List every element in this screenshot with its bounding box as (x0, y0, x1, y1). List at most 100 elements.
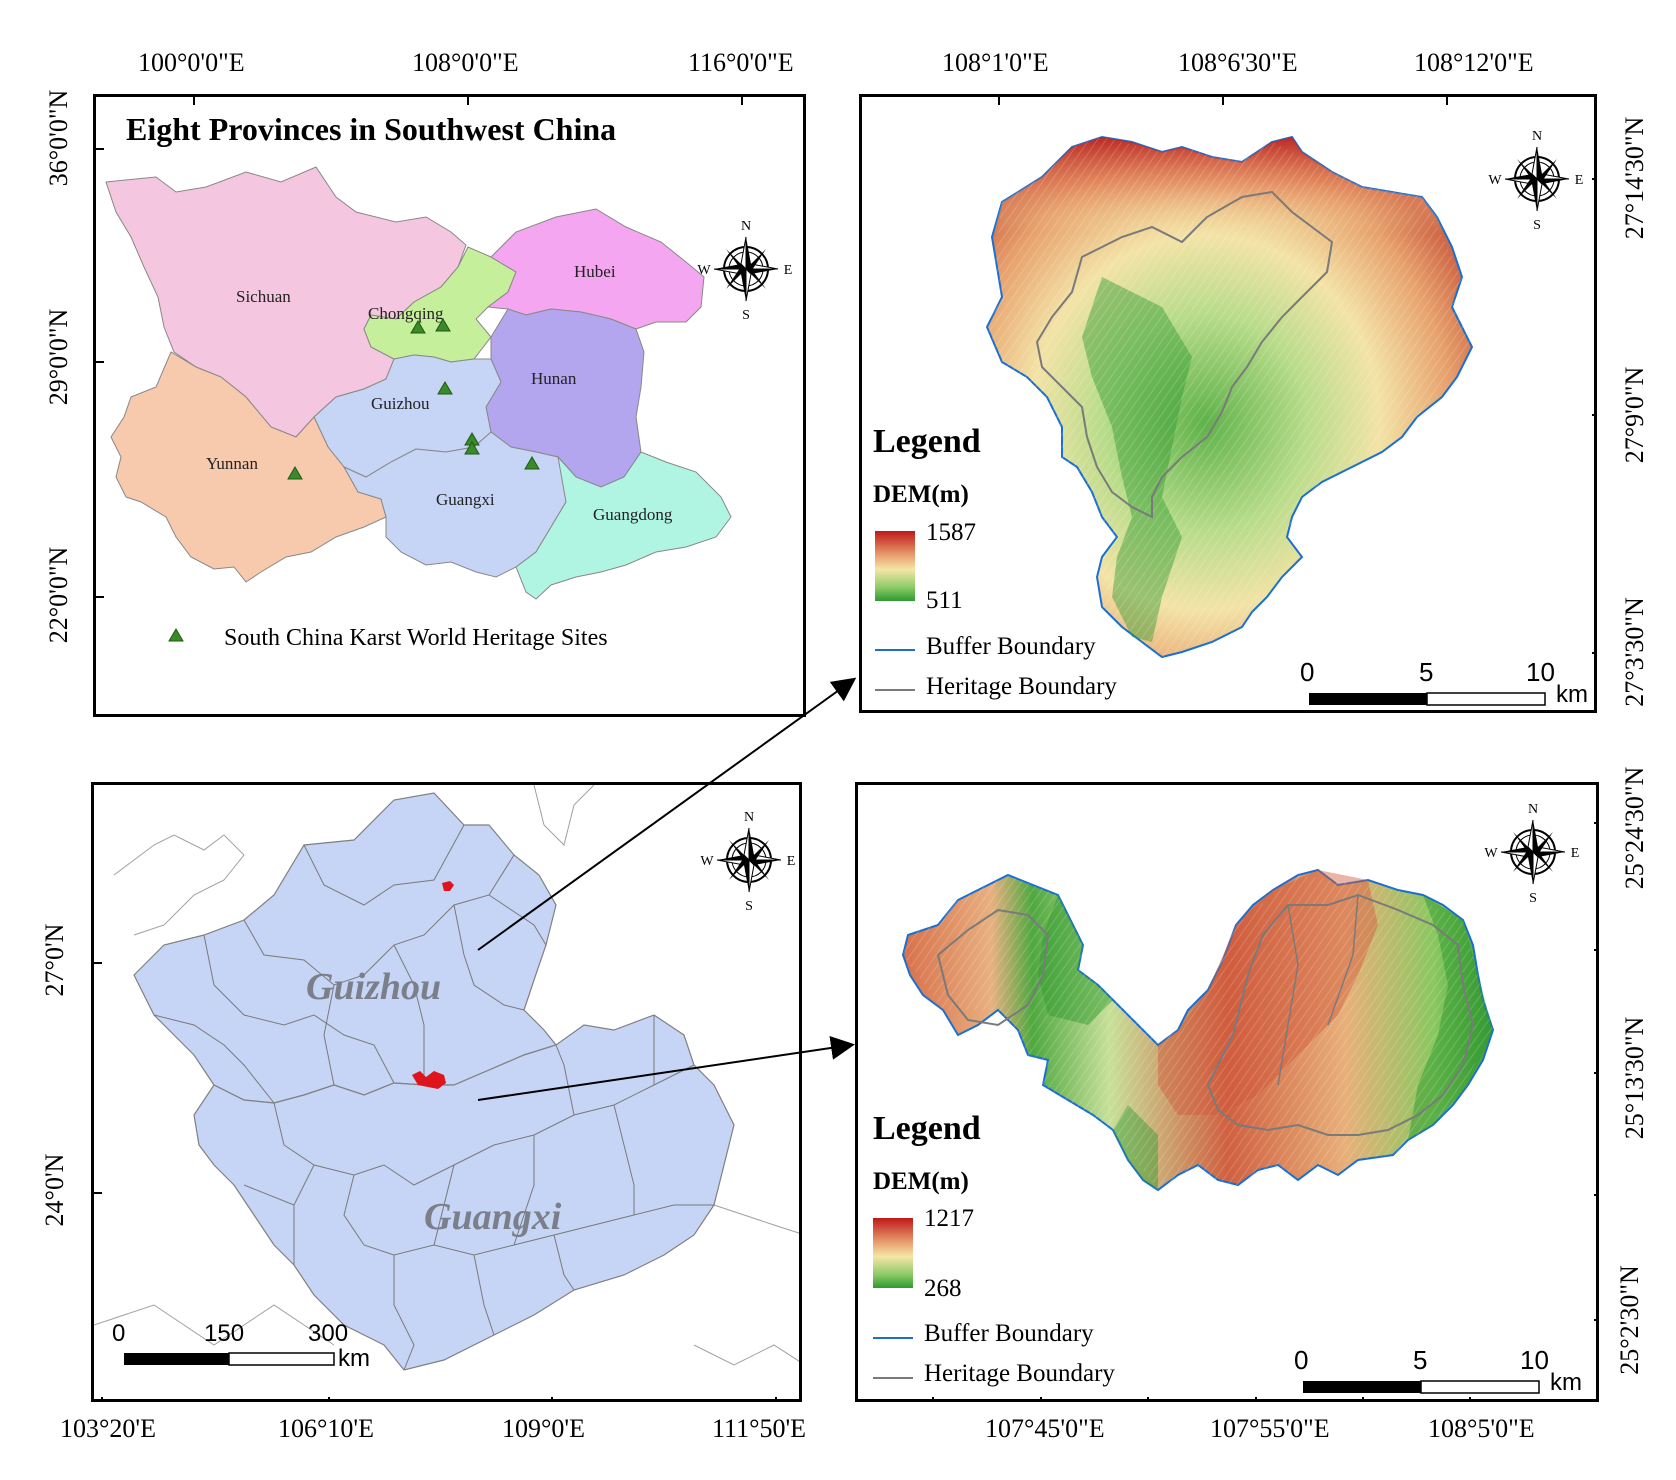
heritage-site-marker[interactable] (524, 456, 540, 470)
dem-north-scale-10: 10 (1526, 657, 1555, 687)
province-yunnan[interactable] (110, 351, 387, 583)
dem-south-dem-label: DEM(m) (873, 1168, 969, 1195)
tick-lat-25-2: 25°2'30"N (1615, 1265, 1644, 1375)
dem-north-scale-5: 5 (1419, 657, 1434, 687)
region-guizhou[interactable] (133, 792, 558, 1104)
dem-south-buffer-label: Buffer Boundary (924, 1320, 1094, 1347)
legend-site-marker (168, 628, 184, 642)
dem-south-canvas: N S E W (873, 802, 1596, 1399)
province-label-guangxi: Guangxi (436, 490, 495, 509)
tick-lat-27-14: 27°14'30"N (1620, 116, 1649, 240)
province-label-hunan: Hunan (531, 369, 577, 388)
compass-e: E (787, 854, 796, 869)
compass-e: E (784, 263, 793, 278)
tick-lon-111: 111°50'E (712, 1414, 807, 1443)
heritage-site-marker[interactable] (287, 466, 303, 480)
compass-s: S (1529, 891, 1537, 906)
province-label-guangdong: Guangdong (593, 505, 673, 524)
province-label-yunnan: Yunnan (206, 454, 258, 473)
tick-lat-36: 36°0'0"N (44, 89, 73, 187)
province-label-hubei: Hubei (574, 262, 616, 281)
dem-south-high-value: 1217 (924, 1205, 974, 1232)
compass-n: N (1528, 802, 1538, 817)
dem-south-color-ramp (873, 1218, 913, 1288)
dem-north-canvas: N S E W (875, 97, 1594, 706)
overview-map-canvas: Sichuan Chongqing Hubei Hunan Guizhou Yu… (96, 97, 793, 642)
dem-north-texture (987, 137, 1472, 657)
compass-w: W (1484, 846, 1498, 861)
heritage-site-marker[interactable] (464, 441, 480, 455)
tick-lon-108-6: 108°6'30"E (1178, 48, 1298, 77)
regional-map-canvas: N S E W (94, 785, 799, 1399)
tick-lon-107-55: 107°55'0"E (1210, 1414, 1330, 1443)
regional-scale-bar (124, 1352, 335, 1366)
tick-lat-24: 24°0'N (40, 1153, 69, 1227)
dem-south-scale-bar (1303, 1380, 1540, 1394)
province-label-chongqing: Chongqing (368, 304, 444, 323)
tick-lon-116: 116°0'0"E (688, 48, 794, 77)
tick-lon-106: 106°10'E (278, 1414, 374, 1443)
compass-rose-icon (716, 827, 782, 893)
dem-south-scale-5: 5 (1413, 1345, 1428, 1375)
dem-south-scale-0: 0 (1294, 1345, 1309, 1375)
regional-scale-0: 0 (112, 1320, 126, 1347)
tick-lon-108-5: 108°5'0"E (1428, 1414, 1535, 1443)
overview-legend-label: South China Karst World Heritage Sites (224, 625, 608, 651)
compass-w: W (1488, 173, 1502, 188)
tick-lon-107-45: 107°45'0"E (985, 1414, 1105, 1443)
compass-rose-icon (1504, 146, 1570, 212)
dem-north-buffer-label: Buffer Boundary (926, 633, 1096, 660)
province-label-guizhou: Guizhou (371, 394, 430, 413)
compass-n: N (1532, 129, 1542, 144)
region-label-guizhou: Guizhou (306, 966, 442, 1008)
tick-lat-27-3: 27°3'30"N (1620, 597, 1649, 707)
tick-lon-103: 103°20'E (60, 1414, 156, 1443)
province-guangdong[interactable] (515, 451, 732, 600)
regional-scale-150: 150 (204, 1320, 245, 1347)
dem-south-legend-title: Legend (873, 1110, 981, 1147)
compass-s: S (742, 308, 750, 323)
compass-e: E (1575, 173, 1584, 188)
compass-e: E (1571, 846, 1580, 861)
dem-north-low-value: 511 (926, 587, 963, 614)
compass-rose-icon (713, 236, 779, 302)
compass-n: N (744, 810, 754, 825)
overview-map-title: Eight Provinces in Southwest China (126, 111, 617, 147)
tick-lon-108: 108°0'0"E (412, 48, 519, 77)
dem-south-scale-10: 10 (1520, 1345, 1549, 1375)
tick-lon-108-1: 108°1'0"E (942, 48, 1049, 77)
region-guangxi[interactable] (193, 1014, 735, 1371)
dem-north-scale-0: 0 (1300, 657, 1315, 687)
compass-s: S (745, 899, 753, 914)
tick-lat-22: 22°0'0"N (44, 546, 73, 644)
regional-scale-300: 300 (308, 1320, 349, 1347)
dem-map-south: N S E W Legend DEM(m) 1217 268 Buffer Bo… (855, 782, 1599, 1402)
heritage-site-marker[interactable] (437, 381, 453, 395)
dem-north-dem-label: DEM(m) (873, 481, 969, 508)
region-label-guangxi: Guangxi (424, 1196, 562, 1238)
dem-north-heritage-label: Heritage Boundary (926, 673, 1117, 700)
province-chongqing[interactable] (363, 246, 517, 363)
dem-north-scale-unit: km (1556, 681, 1588, 708)
tick-lon-100: 100°0'0"E (138, 48, 245, 77)
regional-map: N S E W Guizhou Guangxi 0 150 300 km (91, 782, 802, 1402)
compass-n: N (741, 219, 751, 234)
compass-w: W (700, 854, 714, 869)
dem-south-low-value: 268 (924, 1275, 962, 1302)
heritage-site-marker[interactable] (410, 320, 426, 334)
overview-map: Sichuan Chongqing Hubei Hunan Guizhou Yu… (93, 94, 806, 717)
study-area-south[interactable] (412, 1071, 446, 1089)
dem-south-heritage-boundary (936, 893, 1475, 1136)
dem-north-legend-title: Legend (873, 423, 981, 460)
tick-lat-29: 29°0'0"N (44, 308, 73, 406)
province-hubei[interactable] (486, 208, 705, 330)
dem-south-texture (903, 875, 1493, 1190)
study-area-north[interactable] (442, 881, 454, 891)
tick-lon-109: 109°0'E (502, 1414, 585, 1443)
dem-south-scale-unit: km (1550, 1369, 1582, 1396)
compass-w: W (697, 263, 711, 278)
heritage-site-marker[interactable] (435, 318, 451, 332)
dem-south-heritage-label: Heritage Boundary (924, 1360, 1115, 1387)
tick-lat-25-13: 25°13'30"N (1620, 1016, 1649, 1140)
compass-s: S (1533, 218, 1541, 233)
